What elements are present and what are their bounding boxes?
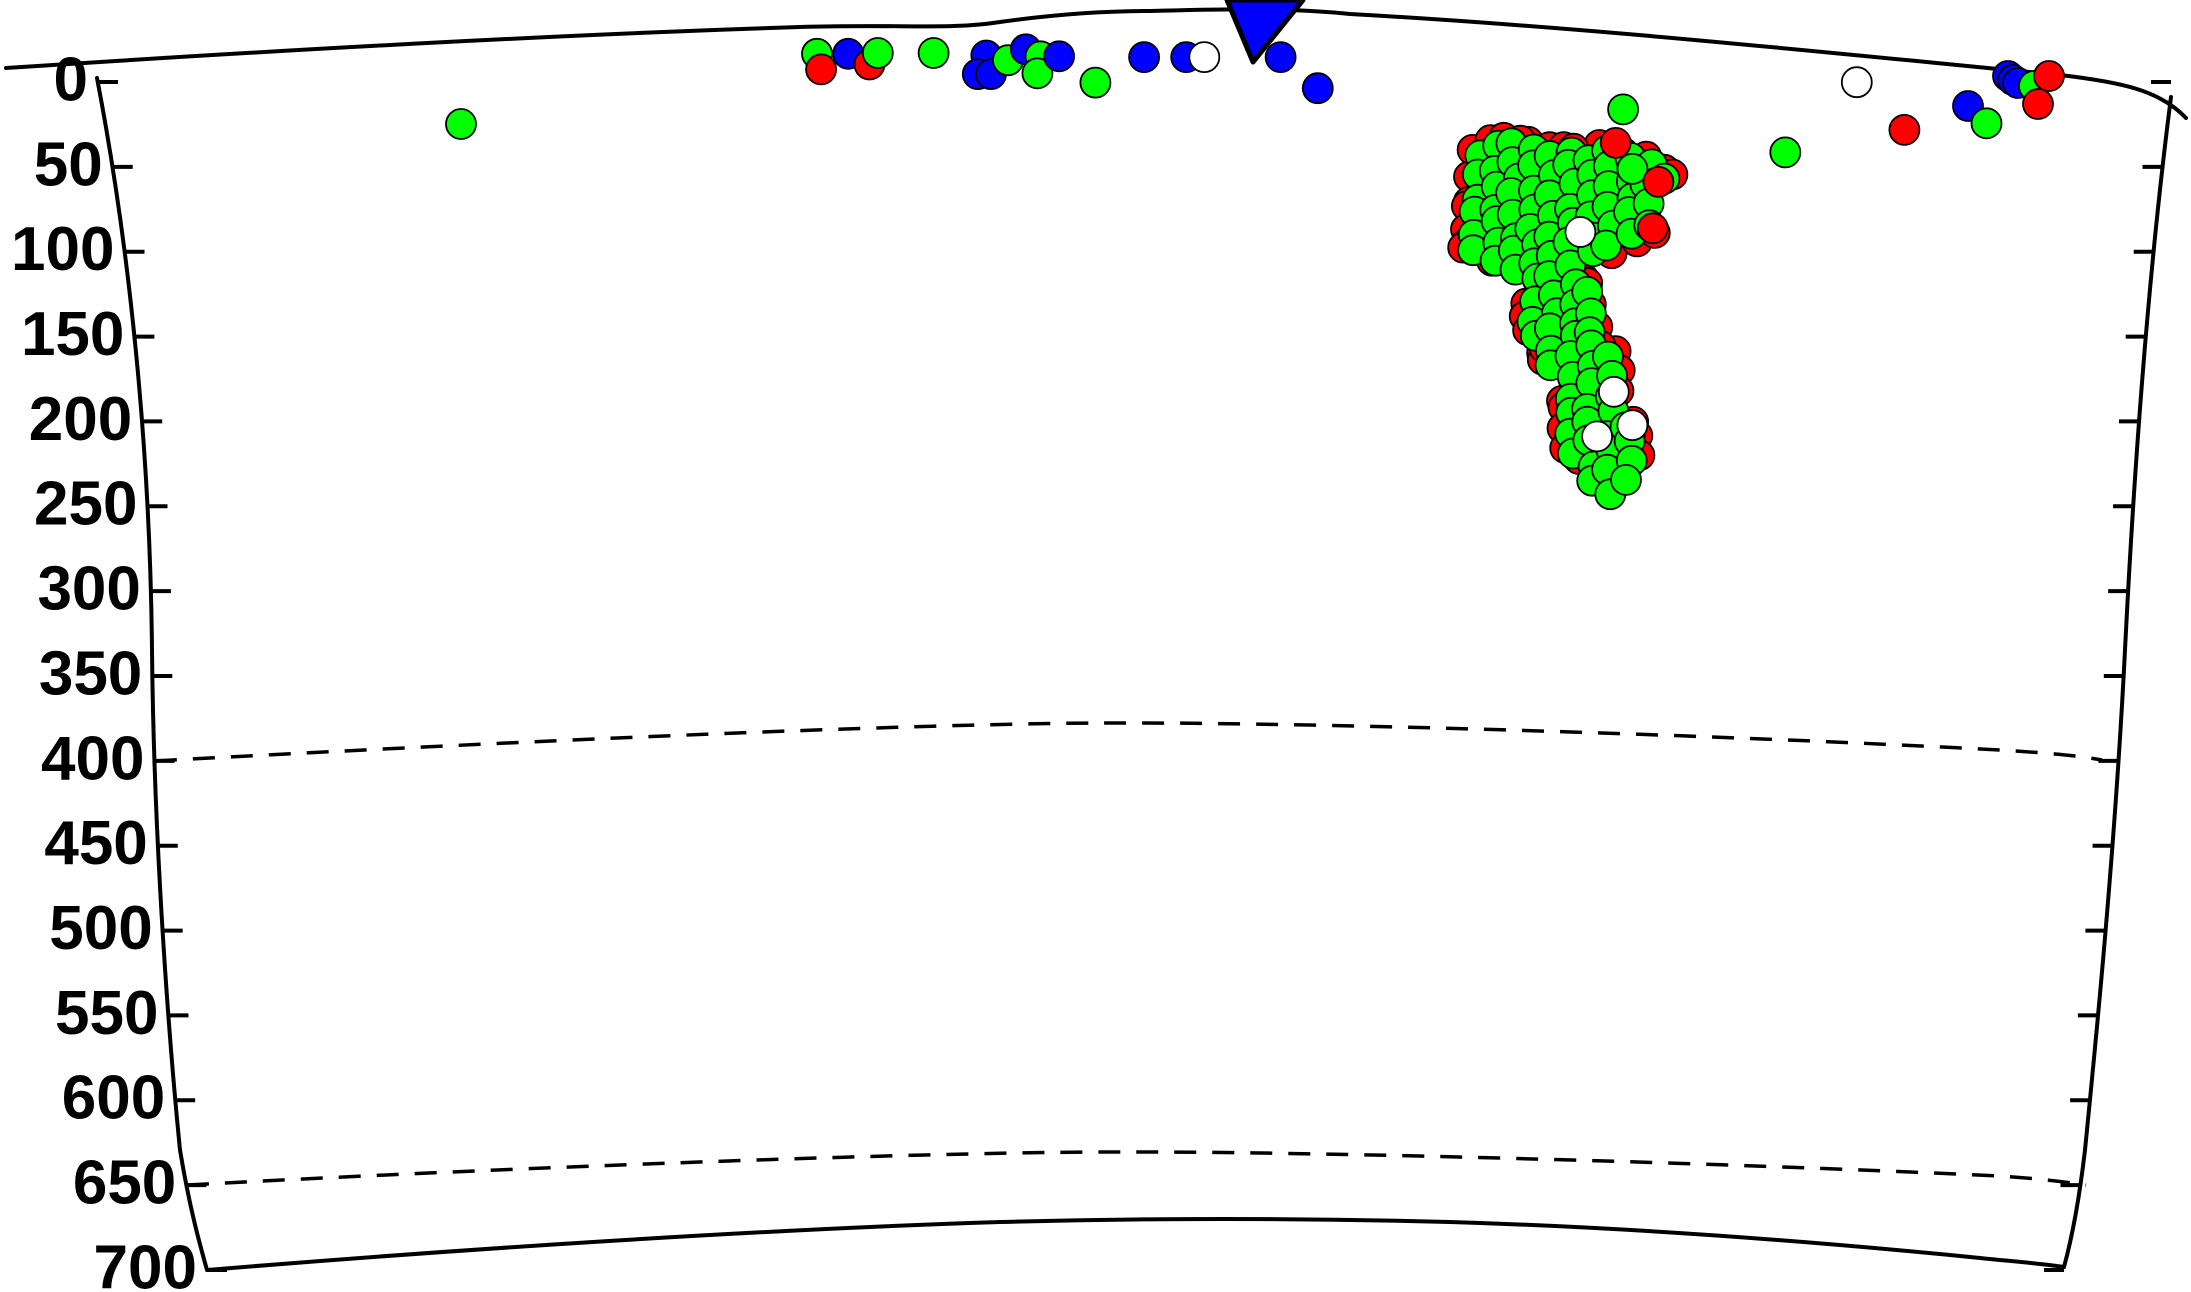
- svg-text:550: 550: [55, 979, 158, 1048]
- svg-text:0: 0: [54, 45, 88, 114]
- svg-text:50: 50: [34, 130, 103, 199]
- svg-text:100: 100: [11, 215, 114, 284]
- svg-text:650: 650: [73, 1148, 176, 1217]
- svg-text:400: 400: [41, 724, 144, 793]
- svg-text:250: 250: [34, 470, 137, 539]
- svg-text:150: 150: [21, 300, 124, 369]
- svg-text:600: 600: [62, 1064, 165, 1133]
- svg-text:450: 450: [44, 809, 147, 878]
- svg-text:500: 500: [49, 894, 152, 963]
- svg-text:700: 700: [94, 1233, 197, 1292]
- svg-text:200: 200: [29, 385, 132, 454]
- svg-text:300: 300: [37, 554, 140, 623]
- svg-text:350: 350: [39, 639, 142, 708]
